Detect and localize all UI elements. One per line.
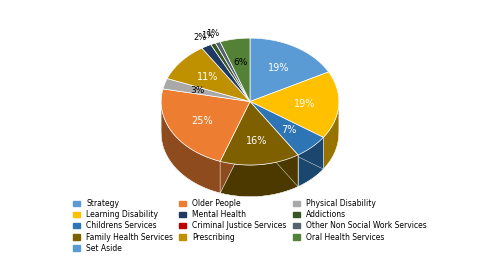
- Polygon shape: [163, 78, 250, 102]
- Polygon shape: [220, 38, 250, 102]
- Polygon shape: [161, 89, 250, 161]
- Polygon shape: [216, 42, 250, 102]
- Polygon shape: [250, 133, 339, 169]
- Text: 1%: 1%: [206, 29, 220, 38]
- Polygon shape: [211, 43, 250, 102]
- Polygon shape: [220, 102, 250, 193]
- Polygon shape: [161, 102, 220, 193]
- Text: 19%: 19%: [294, 99, 316, 109]
- Polygon shape: [250, 38, 328, 102]
- Polygon shape: [250, 102, 324, 169]
- Polygon shape: [298, 137, 324, 187]
- Polygon shape: [161, 133, 250, 193]
- Text: 11%: 11%: [196, 72, 218, 82]
- Text: 19%: 19%: [268, 63, 289, 73]
- Polygon shape: [250, 72, 339, 137]
- Text: 3%: 3%: [190, 86, 204, 95]
- Polygon shape: [167, 48, 250, 102]
- Text: 16%: 16%: [246, 136, 267, 146]
- Polygon shape: [250, 102, 324, 155]
- Text: 2%: 2%: [193, 34, 206, 43]
- Polygon shape: [250, 133, 324, 187]
- Legend: Strategy, Learning Disability, Childrens Services, Family Health Services, Set A: Strategy, Learning Disability, Childrens…: [72, 198, 428, 254]
- Polygon shape: [220, 133, 298, 197]
- Polygon shape: [250, 102, 298, 187]
- Polygon shape: [250, 102, 324, 169]
- Polygon shape: [220, 102, 298, 165]
- Text: 7%: 7%: [280, 125, 296, 135]
- Polygon shape: [202, 45, 250, 102]
- Polygon shape: [250, 102, 298, 187]
- Text: 1%: 1%: [201, 31, 214, 40]
- Text: 6%: 6%: [234, 58, 248, 67]
- Polygon shape: [324, 102, 339, 169]
- Text: 25%: 25%: [191, 116, 213, 126]
- Polygon shape: [220, 155, 298, 197]
- Polygon shape: [220, 102, 250, 193]
